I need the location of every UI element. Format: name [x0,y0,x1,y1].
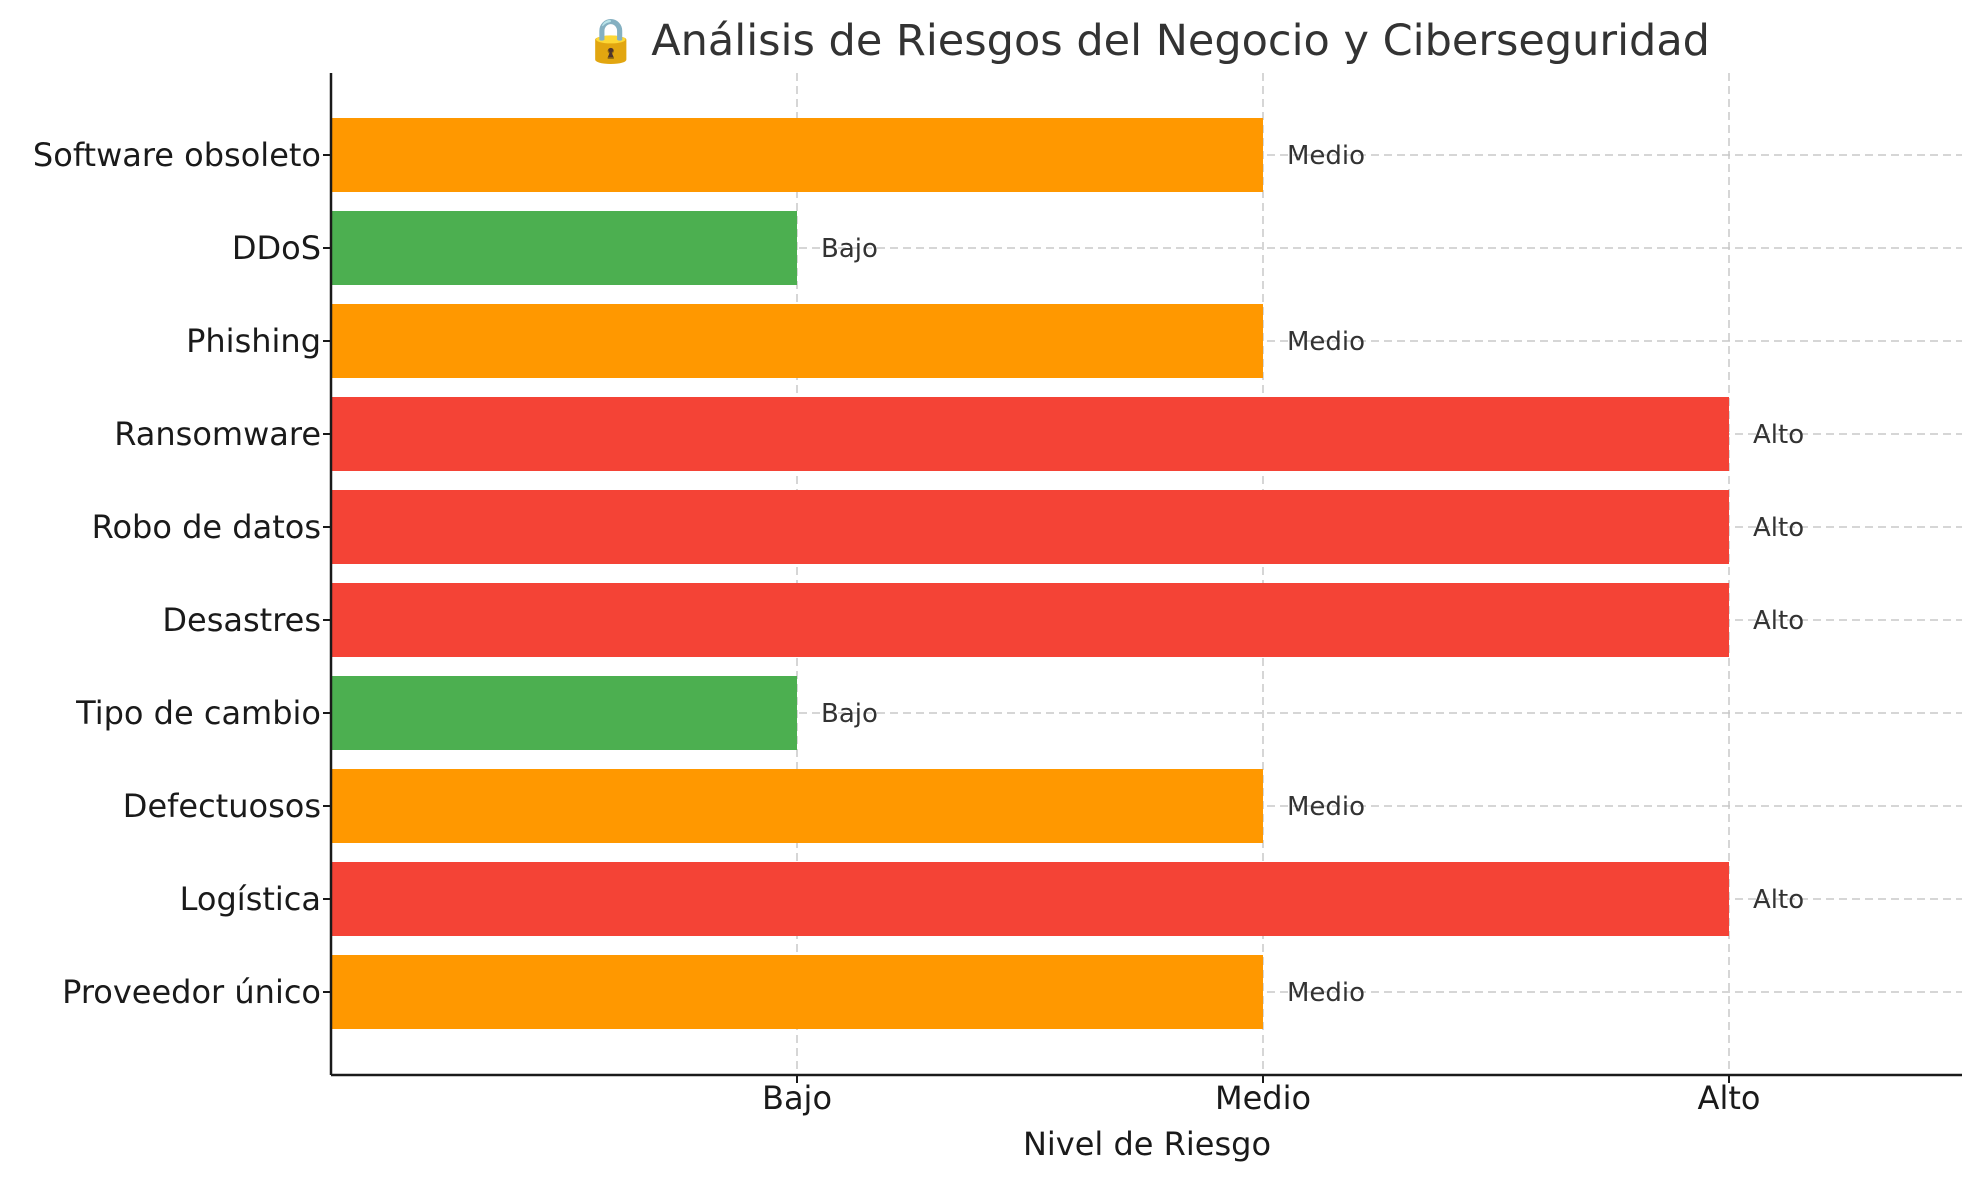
y-tick-label: Proveedor único [62,973,321,1011]
value-labels-layer: Medio Bajo Medio Alto Alto Alto Bajo Medio Alto M… [821,141,1804,1008]
x-axis-label: Nivel de Riesgo [1023,1125,1271,1163]
bar [331,397,1729,471]
y-tick-label: Software obsoleto [33,136,321,174]
bar [331,862,1729,936]
bar-value-label: Alto [1753,885,1804,915]
bars-layer [331,118,1729,1029]
bar [331,211,797,285]
bar [331,583,1729,657]
x-tick-label: Bajo [762,1079,832,1117]
bar-value-label: Alto [1753,606,1804,636]
y-tick-label: Defectuosos [123,787,321,825]
bar [331,769,1263,843]
bar-value-label: Bajo [821,234,878,264]
bar [331,955,1263,1029]
bar-value-label: Bajo [821,699,878,729]
bar [331,118,1263,192]
x-tick-label: Alto [1698,1079,1761,1117]
y-tick-label: Ransomware [114,415,321,453]
axes-layer: Software obsoleto DDoS Phishing Ransomware R… [33,73,1962,1117]
chart-title: 🔒 Análisis de Riesgos del Negocio y Cibe… [584,16,1710,66]
y-tick-label: Tipo de cambio [75,694,321,732]
bar-value-label: Medio [1287,327,1365,357]
bar [331,490,1729,564]
bar-value-label: Alto [1753,420,1804,450]
y-tick-label: Logística [180,880,321,918]
bar-value-label: Alto [1753,513,1804,543]
bar [331,676,797,750]
bar-value-label: Medio [1287,978,1365,1008]
bar [331,304,1263,378]
bar-value-label: Medio [1287,141,1365,171]
y-tick-label: Phishing [186,322,321,360]
y-tick-label: Desastres [162,601,321,639]
y-tick-label: DDoS [232,229,321,267]
x-tick-label: Medio [1215,1079,1311,1117]
bar-value-label: Medio [1287,792,1365,822]
y-tick-label: Robo de datos [92,508,321,546]
